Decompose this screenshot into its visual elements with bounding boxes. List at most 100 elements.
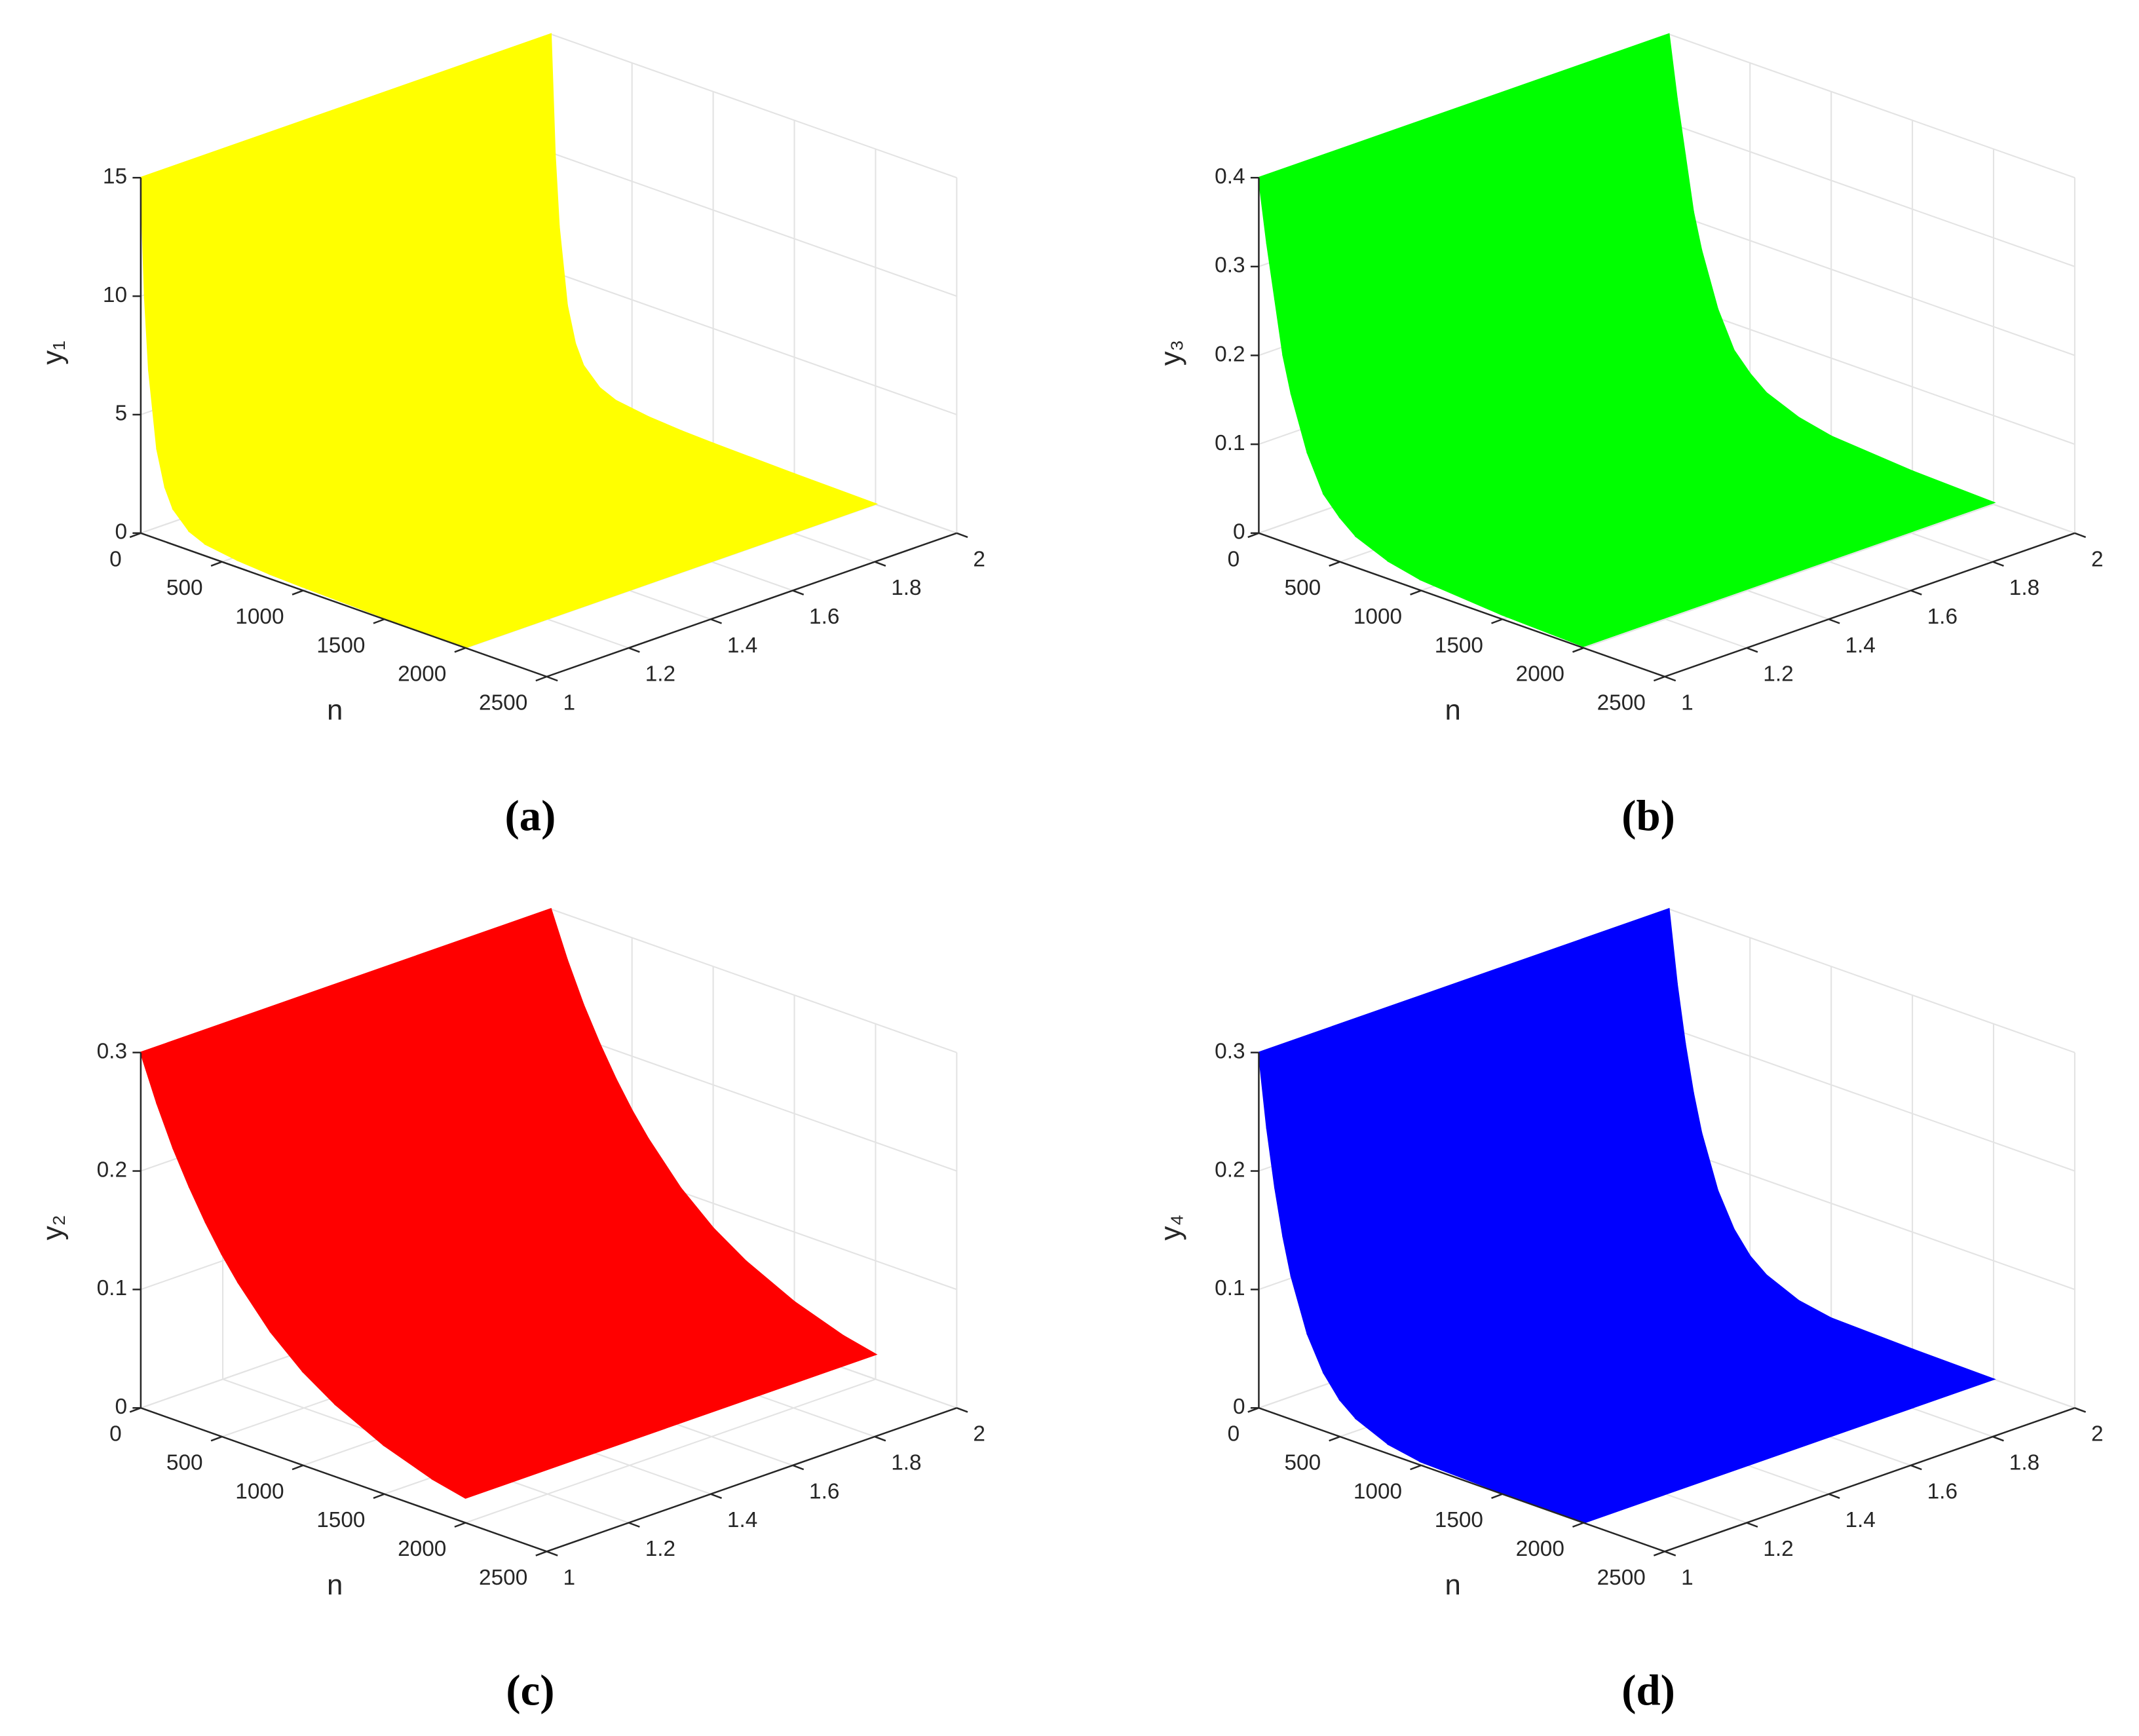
y-tick — [1992, 1435, 2004, 1442]
x-axis-label: n — [1445, 1569, 1461, 1601]
y-tick-label: 2 — [2091, 1422, 2104, 1446]
y-tick — [874, 561, 886, 567]
x-axis — [1259, 1407, 1665, 1553]
z-tick-label: 5 — [115, 402, 127, 426]
x-axis — [140, 1407, 547, 1553]
y-tick-label: 1 — [563, 690, 576, 715]
panel: 0 500 1000 1500 2000 2500 1 1.2 1.4 1.6 1.8 2 0 0.1 0.… — [1155, 907, 2104, 1715]
x-tick-label: 2000 — [398, 662, 446, 687]
x-tick-label: 500 — [166, 576, 203, 600]
x-tick — [1572, 647, 1584, 653]
y-tick — [628, 1522, 640, 1528]
y-tick-label: 2 — [973, 1422, 985, 1446]
z-axis-label: y₂ — [37, 1215, 69, 1240]
x-tick-label: 0 — [109, 1422, 122, 1446]
y-axis — [546, 532, 957, 678]
x-tick-label: 1500 — [316, 1508, 365, 1532]
y-tick-label: 2 — [2091, 547, 2104, 571]
x-tick-label: 1500 — [1435, 1508, 1483, 1532]
x-tick — [292, 1464, 304, 1471]
x-tick-label: 1500 — [1435, 633, 1483, 658]
y-tick-label: 1.6 — [809, 605, 839, 629]
y-tick — [710, 618, 722, 624]
y-axis — [1664, 532, 2075, 678]
y-tick — [956, 532, 968, 538]
panel-caption: (c) — [506, 1667, 554, 1715]
x-tick-label: 2500 — [479, 690, 527, 715]
y-tick — [546, 1551, 558, 1557]
z-axis-label: y₁ — [37, 341, 69, 365]
y-tick — [1910, 1464, 1922, 1471]
panel-caption: (d) — [1621, 1667, 1675, 1715]
y-tick-label: 1.8 — [891, 1451, 921, 1475]
grid-line — [1668, 908, 2075, 1053]
y-tick-label: 2 — [973, 547, 985, 571]
z-tick-label: 15 — [103, 164, 127, 189]
x-tick-label: 1000 — [235, 1479, 284, 1503]
x-axis — [1259, 532, 1665, 678]
y-tick — [1746, 647, 1758, 653]
y-tick-label: 1.6 — [809, 1479, 839, 1503]
y-tick-label: 1 — [1681, 1566, 1694, 1590]
y-tick-label: 1.6 — [1927, 605, 1958, 629]
z-tick-label: 0.1 — [97, 1276, 127, 1300]
x-tick-label: 2500 — [1597, 690, 1646, 715]
y-tick — [546, 675, 558, 682]
x-tick-label: 0 — [109, 547, 122, 571]
x-tick — [210, 1435, 223, 1442]
grid-line — [1668, 1027, 2075, 1172]
x-tick — [535, 1551, 547, 1557]
surface-strip — [431, 1334, 878, 1499]
z-tick-label: 0.3 — [1215, 254, 1245, 278]
y-tick — [628, 647, 640, 653]
panel-caption: (b) — [1621, 792, 1675, 840]
panel-caption: (a) — [505, 792, 556, 840]
x-tick — [1653, 675, 1665, 682]
x-tick — [1410, 590, 1422, 595]
grid-line — [550, 33, 957, 179]
y-axis — [1664, 1407, 2075, 1553]
grid-line — [1668, 33, 2075, 179]
x-tick — [1653, 1551, 1665, 1557]
x-tick-label: 500 — [1284, 1451, 1321, 1475]
z-tick-label: 0.2 — [1215, 1158, 1245, 1182]
y-tick — [1664, 675, 1676, 682]
y-tick — [1828, 618, 1840, 624]
y-tick-label: 1.4 — [727, 633, 757, 658]
x-tick-label: 1500 — [316, 633, 365, 658]
y-tick-label: 1.4 — [727, 1508, 757, 1532]
x-tick-label: 0 — [1228, 1422, 1240, 1446]
z-tick-label: 0 — [1233, 1395, 1245, 1419]
y-tick-label: 1 — [563, 1566, 576, 1590]
x-tick-label: 2500 — [479, 1566, 527, 1590]
y-tick-label: 1 — [1681, 690, 1694, 715]
y-tick — [1664, 1551, 1676, 1557]
x-tick — [373, 618, 385, 624]
y-tick — [1828, 1493, 1840, 1500]
y-tick-label: 1.2 — [1763, 1537, 1793, 1561]
x-tick-label: 1000 — [1353, 1479, 1402, 1503]
x-tick — [535, 675, 547, 682]
y-tick — [792, 1464, 804, 1471]
surface-strip — [1500, 470, 1996, 647]
z-tick-label: 0.2 — [1215, 342, 1245, 366]
y-tick — [1992, 561, 2004, 567]
x-tick — [1572, 1522, 1584, 1528]
x-tick-label: 1000 — [1353, 605, 1402, 629]
x-tick — [1329, 561, 1340, 567]
grid-line — [1668, 211, 2075, 356]
panel: 0 500 1000 1500 2000 2500 1 1.2 1.4 1.6 1.8 2 0 5 10 15… — [37, 33, 985, 840]
x-tick — [454, 1522, 466, 1528]
z-tick-label: 0.2 — [97, 1158, 127, 1182]
grid-line — [550, 908, 957, 1053]
x-tick-label: 2000 — [1516, 662, 1564, 687]
y-tick-label: 1.4 — [1845, 1508, 1875, 1532]
y-tick — [956, 1407, 968, 1413]
z-tick-label: 0 — [115, 1395, 127, 1419]
x-tick — [1410, 1464, 1422, 1471]
y-tick-label: 1.2 — [1763, 662, 1793, 687]
grid-line — [1668, 300, 2075, 445]
grid-line — [1583, 503, 1994, 649]
y-tick — [1746, 1522, 1758, 1528]
